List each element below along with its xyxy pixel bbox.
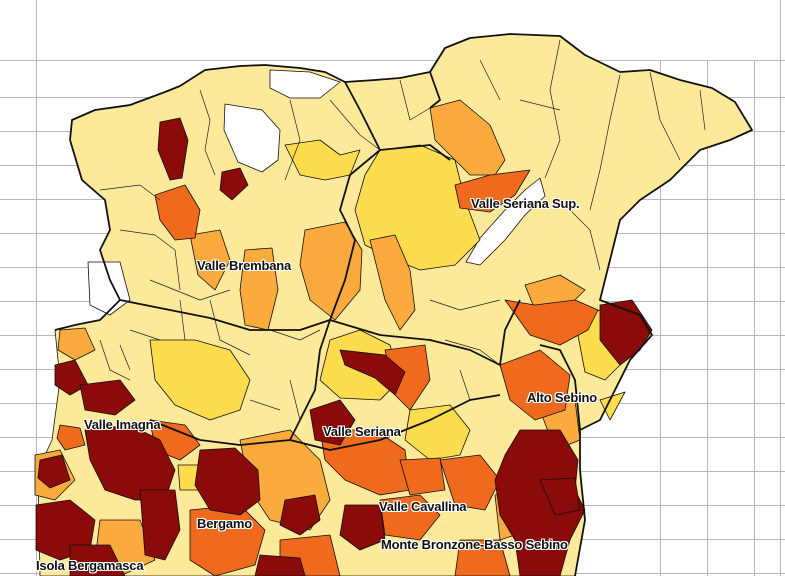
area-dark-15 [37,454,71,489]
area-dark-14 [339,504,386,551]
area-orange-12 [454,539,511,576]
area-dark-12 [139,489,181,561]
area-dark-16 [254,554,306,576]
area-medium-7 [57,327,96,361]
area-orange-6 [319,429,411,496]
label-bergamo: Bergamo [197,516,252,531]
label-monte-bronzone-basso-sebino: Monte Bronzone-Basso Sebino [381,537,568,552]
area-orange-2 [154,184,201,241]
area-medium-2 [189,229,231,291]
area-light-6 [404,404,471,461]
lake-upper-brembana [223,103,281,173]
area-dark-2 [219,167,249,201]
province-outline [69,33,753,576]
area-orange-14 [399,457,446,496]
area-dark-6 [79,379,136,416]
area-medium-5 [369,234,416,331]
label-valle-cavallina: Valle Cavallina [379,499,467,514]
area-orange-1 [454,169,531,213]
area-dark-10 [494,429,586,576]
label-isola-bergamasca: Isola Bergamasca [36,558,144,573]
label-valle-seriana: Valle Seriana [323,424,401,439]
area-dark-7 [309,399,356,446]
lake-seriana [465,177,546,266]
label-alto-sebino: Alto Sebino [527,390,598,405]
label-valle-brembana: Valle Brembana [197,258,292,273]
white-north [269,69,341,99]
area-dark-9 [194,447,261,516]
area-orange-3 [504,299,599,346]
area-dark-5 [54,359,89,396]
area-dark-18 [69,544,126,576]
area-dark-17 [539,477,581,516]
area-dark-4 [339,349,406,396]
area-light-1 [284,139,361,181]
area-orange-9 [379,494,441,541]
area-dark-1 [157,117,189,181]
label-valle-imagna: Valle Imagna [84,417,161,432]
label-valle-seriana-sup: Valle Seriana Sup. [471,196,580,211]
area-dark-13 [279,494,321,536]
area-orange-7 [56,424,86,451]
area-light-4 [149,339,251,421]
area-orange-4 [499,349,571,421]
area-orange-10 [439,454,501,511]
